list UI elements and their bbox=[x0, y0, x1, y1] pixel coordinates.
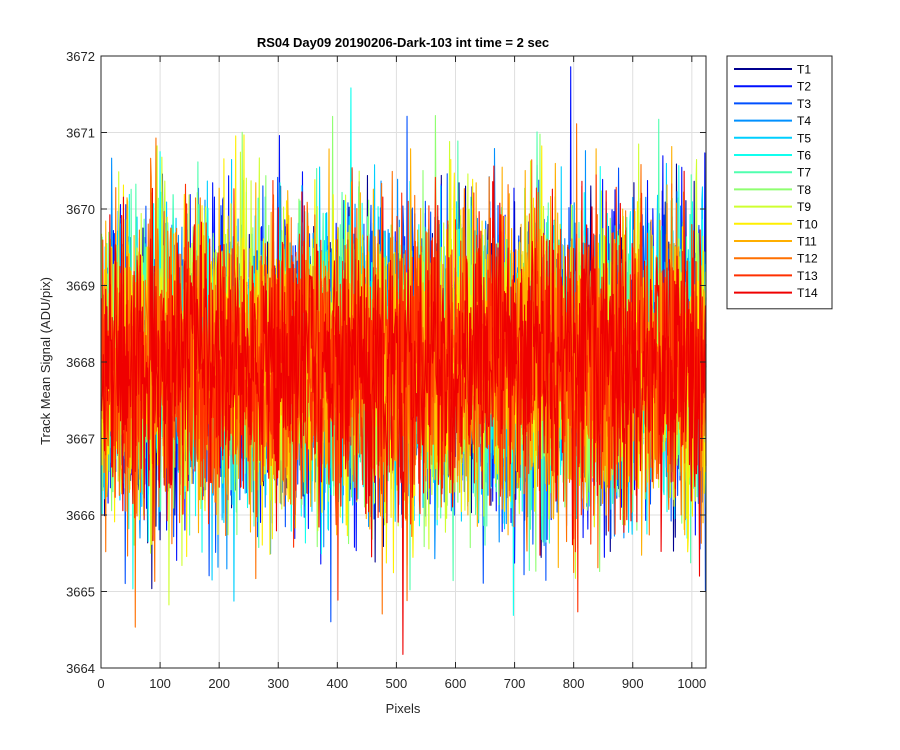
x-tick-label: 1000 bbox=[677, 676, 706, 691]
legend-label-t6: T6 bbox=[797, 149, 811, 163]
y-axis-label: Track Mean Signal (ADU/pix) bbox=[38, 277, 53, 445]
legend-label-t13: T13 bbox=[797, 269, 818, 283]
x-tick-label: 0 bbox=[97, 676, 104, 691]
y-tick-label: 3665 bbox=[66, 585, 95, 600]
legend-label-t12: T12 bbox=[797, 252, 818, 266]
legend: T1 T2 T3 T4 T5 T6 T7 T8 T9 T10 T11 T12 T13 T14 bbox=[726, 55, 833, 310]
x-tick-label: 100 bbox=[149, 676, 171, 691]
x-tick-label: 200 bbox=[208, 676, 230, 691]
series-line-t14 bbox=[101, 165, 707, 655]
y-tick-label: 3666 bbox=[66, 508, 95, 523]
legend-label-t8: T8 bbox=[797, 183, 811, 197]
x-axis-ticks: 0 100 200 300 400 500 600 700 800 900 1000 bbox=[97, 56, 706, 691]
y-tick-label: 3669 bbox=[66, 279, 95, 294]
legend-label-t2: T2 bbox=[797, 80, 811, 94]
legend-label-t9: T9 bbox=[797, 200, 811, 214]
legend-label-t14: T14 bbox=[797, 286, 818, 300]
y-tick-label: 3668 bbox=[66, 355, 95, 370]
data-series-layer bbox=[101, 66, 707, 655]
x-tick-label: 900 bbox=[622, 676, 644, 691]
x-tick-label: 500 bbox=[386, 676, 408, 691]
x-tick-label: 600 bbox=[445, 676, 467, 691]
legend-box bbox=[726, 55, 833, 310]
legend-label-t5: T5 bbox=[797, 131, 811, 145]
legend-label-t4: T4 bbox=[797, 114, 811, 128]
y-tick-label: 3672 bbox=[66, 49, 95, 64]
y-tick-label: 3671 bbox=[66, 126, 95, 141]
x-tick-label: 700 bbox=[504, 676, 526, 691]
y-axis-ticks: 3664 3665 3666 3667 3668 3669 3670 3671 3672 bbox=[66, 49, 706, 676]
legend-label-t3: T3 bbox=[797, 97, 811, 111]
legend-label-t10: T10 bbox=[797, 217, 818, 231]
x-axis-label: Pixels bbox=[386, 701, 421, 716]
x-tick-label: 300 bbox=[267, 676, 289, 691]
x-tick-label: 400 bbox=[326, 676, 348, 691]
y-tick-label: 3670 bbox=[66, 202, 95, 217]
y-tick-label: 3667 bbox=[66, 432, 95, 447]
legend-label-t11: T11 bbox=[797, 235, 817, 249]
legend-label-t1: T1 bbox=[797, 63, 811, 77]
chart-title: RS04 Day09 20190206-Dark-103 int time = … bbox=[257, 35, 549, 50]
y-tick-label: 3664 bbox=[66, 661, 95, 676]
legend-label-t7: T7 bbox=[797, 166, 811, 180]
x-tick-label: 800 bbox=[563, 676, 585, 691]
